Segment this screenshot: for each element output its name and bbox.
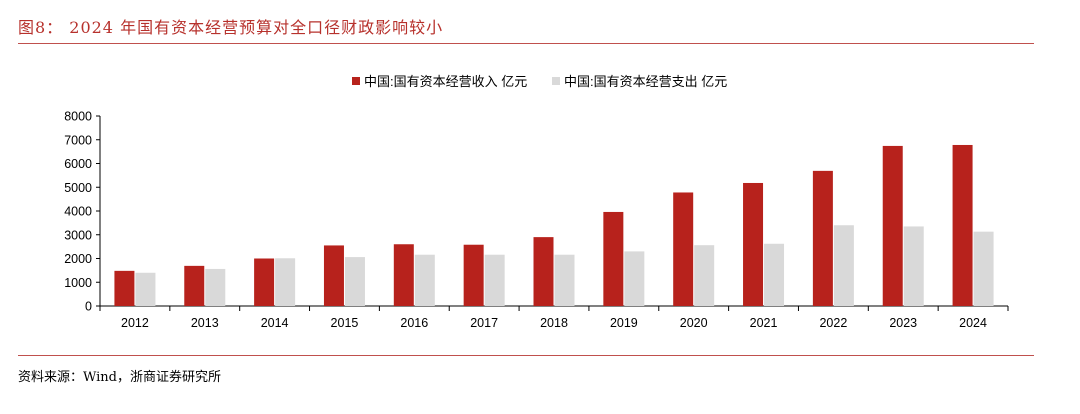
- expenditure-bar-2015: [344, 257, 365, 306]
- income-bar-2020: [673, 192, 694, 306]
- x-tick-label: 2018: [540, 316, 568, 330]
- y-tick-label: 6000: [64, 157, 92, 171]
- x-tick-label: 2023: [889, 316, 917, 330]
- expenditure-bar-2020: [694, 245, 715, 306]
- y-tick-label: 5000: [64, 181, 92, 195]
- expenditure-bar-2016: [414, 254, 435, 306]
- legend-label-1: 中国:国有资本经营收入 亿元: [364, 74, 527, 89]
- y-tick-label: 0: [85, 300, 92, 314]
- income-bar-2022: [812, 170, 833, 306]
- x-tick-label: 2024: [959, 316, 987, 330]
- chart-legend: 中国:国有资本经营收入 亿元 中国:国有资本经营支出 亿元: [352, 74, 727, 89]
- figure-title: 图8： 2024 年国有资本经营预算对全口径财政影响较小: [18, 18, 444, 37]
- income-bar-2024: [952, 144, 973, 306]
- x-tick-label: 2016: [400, 316, 428, 330]
- x-tick-label: 2022: [819, 316, 847, 330]
- expenditure-bar-2013: [205, 268, 226, 306]
- expenditure-bar-2021: [764, 243, 785, 306]
- income-bar-2012: [114, 270, 135, 306]
- x-axis: 2012 2013 2014 2015 2016 2017 2018 2019 2020 2021…: [99, 305, 1009, 330]
- y-axis: 0 1000 2000 3000 4000 5000 6000 7000 8000: [64, 110, 101, 314]
- income-bar-2019: [603, 211, 624, 306]
- x-tick-label: 2020: [680, 316, 708, 330]
- income-bar-2023: [882, 145, 903, 306]
- y-tick-label: 4000: [64, 205, 92, 219]
- x-tick-label: 2019: [610, 316, 638, 330]
- expenditure-bar-2024: [973, 231, 994, 306]
- x-tick-label: 2013: [191, 316, 219, 330]
- y-tick-label: 8000: [64, 110, 92, 124]
- legend-swatch-2: [552, 77, 560, 85]
- income-bar-2017: [463, 244, 484, 306]
- x-tick-label: 2015: [331, 316, 359, 330]
- x-tick-label: 2014: [261, 316, 289, 330]
- income-bar-2013: [184, 265, 205, 306]
- source-note: 资料来源：Wind，浙商证券研究所: [18, 370, 221, 385]
- source-divider: [18, 355, 1034, 356]
- x-tick-label: 2012: [121, 316, 149, 330]
- x-tick-label: 2021: [750, 316, 778, 330]
- y-tick-label: 2000: [64, 252, 92, 266]
- y-tick-label: 3000: [64, 228, 92, 242]
- income-bar-2021: [743, 182, 764, 306]
- legend-label-2: 中国:国有资本经营支出 亿元: [564, 74, 727, 89]
- expenditure-bar-2018: [554, 254, 575, 306]
- income-bar-2014: [254, 258, 275, 306]
- expenditure-bar-2019: [624, 251, 645, 306]
- expenditure-bar-2022: [833, 225, 854, 306]
- expenditure-bar-2014: [275, 258, 296, 306]
- y-tick-label: 7000: [64, 133, 92, 147]
- income-bar-2015: [323, 245, 344, 306]
- x-tick-label: 2017: [470, 316, 498, 330]
- expenditure-bar-2017: [484, 254, 505, 306]
- expenditure-bar-2012: [135, 272, 156, 306]
- expenditure-bar-2023: [903, 226, 924, 306]
- income-bar-2018: [533, 237, 554, 306]
- bars: [114, 144, 994, 306]
- title-divider: [18, 43, 1034, 44]
- y-tick-label: 1000: [64, 276, 92, 290]
- income-bar-2016: [393, 244, 414, 306]
- legend-swatch-1: [352, 77, 360, 85]
